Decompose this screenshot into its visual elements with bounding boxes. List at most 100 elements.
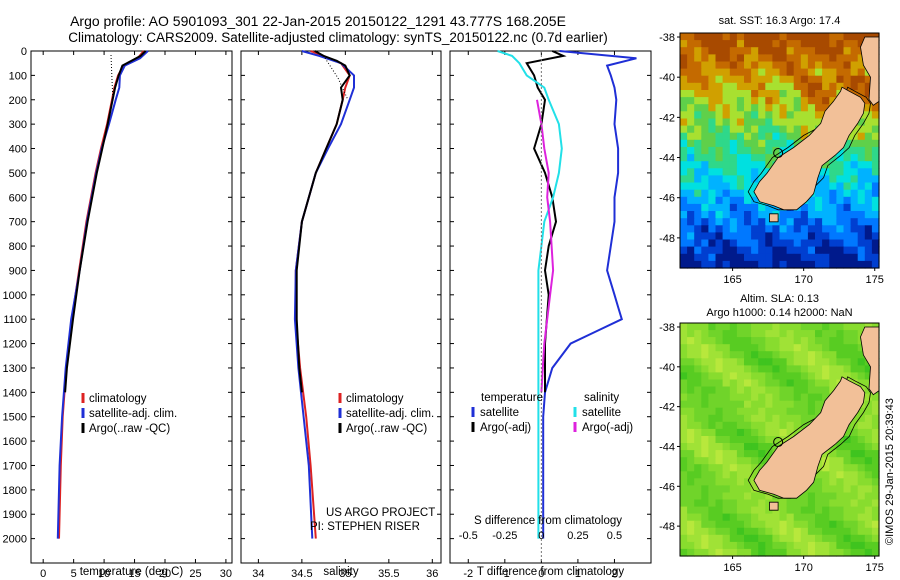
map-cell bbox=[800, 386, 809, 395]
map-cell bbox=[715, 499, 724, 508]
map-cell bbox=[772, 379, 781, 388]
map-cell bbox=[786, 111, 795, 119]
map-cell bbox=[864, 232, 873, 241]
map-cell bbox=[687, 471, 695, 479]
map-cell bbox=[687, 478, 695, 486]
map-cell bbox=[701, 182, 709, 191]
map-cell bbox=[758, 407, 766, 416]
map-cell bbox=[687, 168, 695, 176]
map-cell bbox=[751, 61, 759, 70]
map-cell bbox=[694, 161, 702, 169]
map-cell bbox=[772, 443, 781, 451]
map-cell bbox=[829, 232, 837, 241]
map-cell bbox=[843, 175, 852, 184]
map-cell bbox=[729, 358, 738, 366]
map-cell bbox=[800, 118, 809, 127]
map-cell bbox=[751, 125, 759, 134]
map-cell bbox=[857, 90, 866, 98]
map-cell bbox=[793, 428, 802, 437]
map-cell bbox=[779, 260, 788, 269]
map-cell bbox=[850, 175, 859, 184]
map-cell bbox=[807, 358, 816, 366]
map-cell bbox=[779, 111, 788, 119]
map-cell bbox=[850, 351, 859, 359]
map-cell bbox=[793, 125, 802, 134]
map-cell bbox=[744, 75, 752, 84]
map-cell bbox=[694, 414, 702, 423]
map-cell bbox=[736, 548, 745, 557]
map-cell bbox=[715, 168, 724, 176]
map-cell bbox=[850, 414, 859, 423]
map-cell bbox=[680, 182, 688, 191]
map-cell bbox=[722, 471, 731, 479]
map-cell bbox=[829, 548, 837, 557]
map-cell bbox=[786, 225, 795, 233]
x-tick-label: -1 bbox=[500, 568, 510, 580]
map-cell bbox=[843, 365, 852, 374]
map-cell bbox=[864, 372, 873, 381]
map-cell bbox=[836, 40, 845, 48]
map-cell bbox=[864, 485, 873, 494]
map-cell bbox=[836, 75, 845, 84]
legend-label: Argo(..raw -QC) bbox=[346, 423, 427, 435]
map-cell bbox=[864, 471, 873, 479]
map-cell bbox=[786, 82, 795, 91]
map-cell bbox=[736, 365, 745, 374]
legend-label: satellite-adj. clim. bbox=[346, 408, 434, 420]
map-cell bbox=[708, 513, 717, 522]
map-cell bbox=[772, 54, 781, 63]
map-cell bbox=[722, 225, 731, 233]
map-cell bbox=[829, 386, 837, 395]
map-cell bbox=[722, 379, 731, 388]
map-cell bbox=[864, 492, 873, 501]
map-cell bbox=[708, 182, 717, 191]
reference-dotted-line bbox=[324, 57, 349, 101]
map-cell bbox=[836, 485, 845, 494]
map-cell bbox=[857, 407, 866, 416]
map-cell bbox=[822, 225, 830, 233]
map-cell bbox=[715, 513, 724, 522]
map-cell bbox=[793, 372, 802, 381]
map-cell bbox=[751, 393, 759, 402]
map-cell bbox=[687, 337, 695, 345]
map-cell bbox=[694, 541, 702, 550]
legend-label: climatology bbox=[89, 393, 147, 405]
map-cell bbox=[850, 471, 859, 479]
map-cell bbox=[779, 132, 788, 141]
map-cell bbox=[765, 541, 773, 550]
map-cell bbox=[857, 239, 866, 248]
map-cell bbox=[687, 189, 695, 198]
map-cell bbox=[680, 161, 688, 169]
map-cell bbox=[715, 68, 724, 77]
land-south-island bbox=[753, 376, 866, 499]
map-cell bbox=[680, 358, 688, 366]
map-cell bbox=[722, 125, 731, 134]
map-cell bbox=[829, 225, 837, 233]
map-cell bbox=[715, 323, 724, 331]
map-cell bbox=[758, 450, 766, 458]
map-cell bbox=[722, 337, 731, 345]
map-cell bbox=[850, 211, 859, 219]
depth-tick-label: 200 bbox=[9, 95, 27, 107]
map-cell bbox=[800, 520, 809, 529]
depth-tick-label: 1600 bbox=[3, 436, 27, 448]
map-cell bbox=[715, 111, 724, 119]
map-cell bbox=[772, 246, 781, 255]
map-cell bbox=[772, 520, 781, 529]
map-cell bbox=[779, 40, 788, 48]
map-cell bbox=[786, 421, 795, 430]
map-cell bbox=[680, 457, 688, 465]
map-cell bbox=[843, 203, 852, 212]
map-cell bbox=[815, 104, 823, 112]
map-cell bbox=[857, 499, 866, 508]
map-cell bbox=[680, 146, 688, 155]
map-cell bbox=[687, 139, 695, 148]
map-cell bbox=[779, 82, 788, 91]
map-cell bbox=[687, 61, 695, 70]
map-cell bbox=[722, 132, 731, 141]
map-cell bbox=[708, 253, 717, 262]
map-cell bbox=[836, 478, 845, 486]
map-cell bbox=[793, 506, 802, 515]
map-cell bbox=[850, 485, 859, 494]
map-cell bbox=[715, 443, 724, 451]
